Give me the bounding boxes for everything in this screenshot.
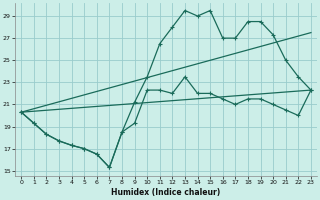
X-axis label: Humidex (Indice chaleur): Humidex (Indice chaleur): [111, 188, 221, 197]
